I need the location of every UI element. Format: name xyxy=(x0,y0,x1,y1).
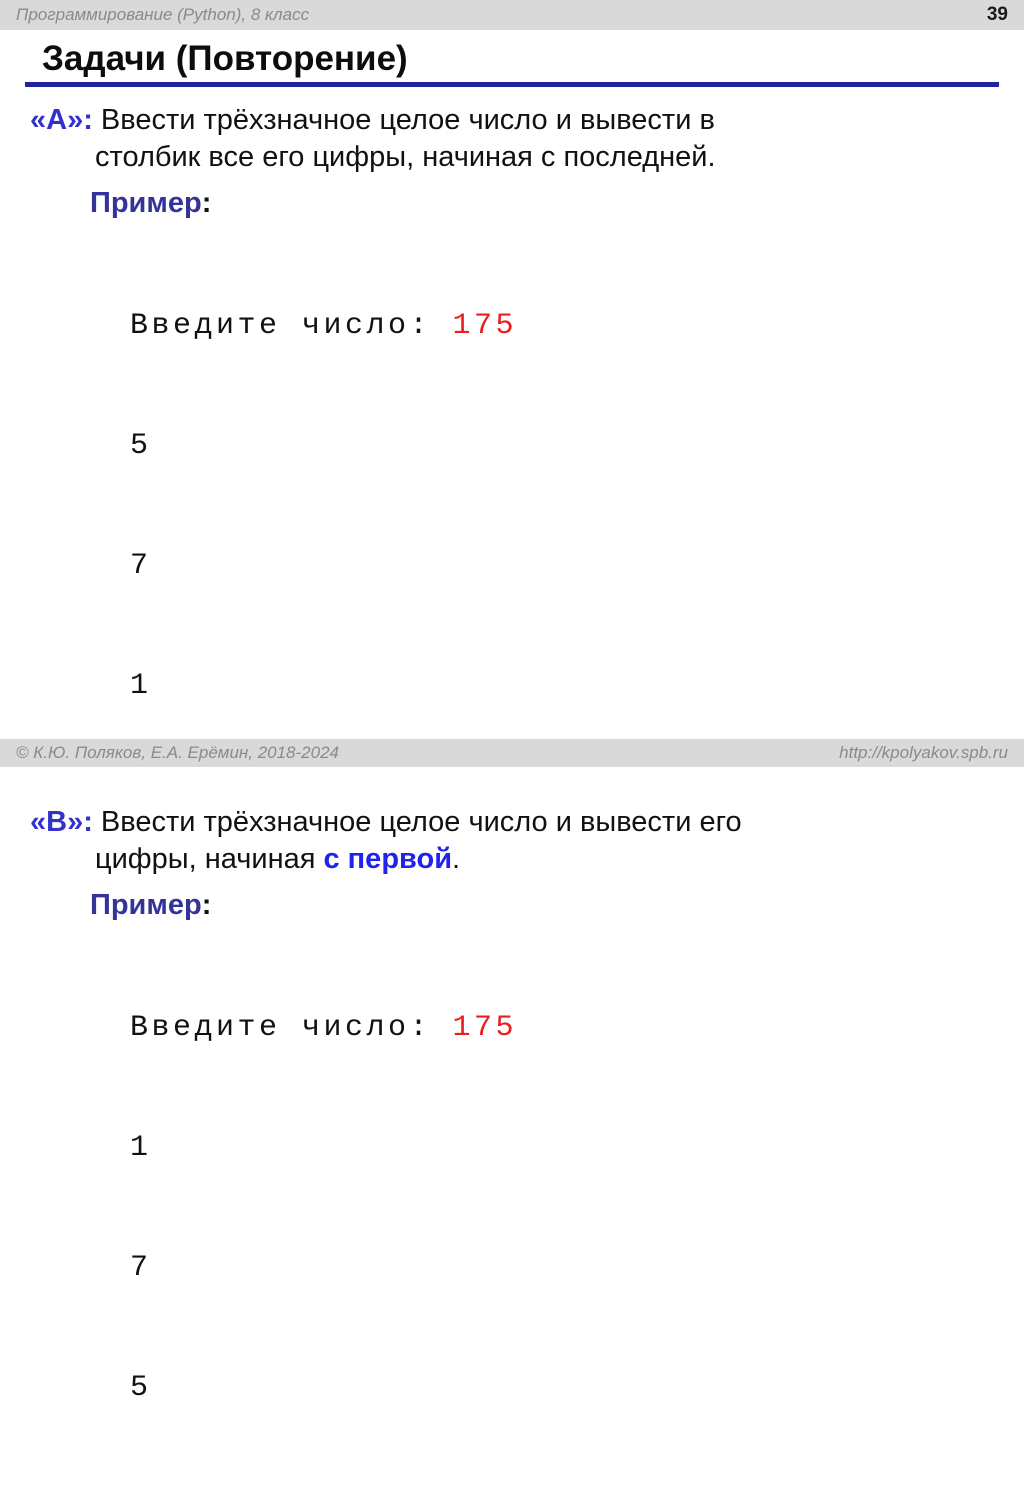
console-input-value: 175 xyxy=(452,1011,518,1045)
task-b-line-1: «B»: Ввести трёхзначное целое число и вы… xyxy=(0,804,1024,841)
copyright-text: © К.Ю. Поляков, Е.А. Ерёмин, 2018-2024 xyxy=(16,743,339,762)
task-a-text-2: столбик все его цифры, начиная с последн… xyxy=(95,141,716,173)
console-prompt: Введите число: xyxy=(130,309,453,343)
task-b-text-1: Ввести трёхзначное целое число и вывести… xyxy=(100,806,742,838)
example-colon: : xyxy=(201,889,212,921)
console-output-line: 1 xyxy=(130,1131,152,1165)
task-b-console: Введите число: 175 1 7 5 xyxy=(0,928,1024,1488)
console-output-line: 1 xyxy=(130,669,152,703)
console-output-line: 7 xyxy=(130,549,152,583)
task-a-example-heading: Пример: xyxy=(0,185,1024,222)
site-url: http://kpolyakov.spb.ru xyxy=(839,743,1008,762)
task-b-line-2: цифры, начиная с первой. xyxy=(0,841,1024,878)
example-label: Пример xyxy=(90,187,202,219)
console-output-line: 7 xyxy=(130,1251,152,1285)
task-a-console: Введите число: 175 5 7 1 xyxy=(0,226,1024,786)
console-output-line: 5 xyxy=(130,429,152,463)
task-a-section: «A»: Ввести трёхзначное целое число и вы… xyxy=(0,102,1024,786)
task-a-text-1: Ввести трёхзначное целое число и вывести… xyxy=(100,104,715,136)
task-b-example-heading: Пример: xyxy=(0,887,1024,924)
slide-title: Задачи (Повторение) xyxy=(42,39,408,78)
header-bar: Программирование (Python), 8 класс 39 xyxy=(0,0,1024,30)
console-input-value: 175 xyxy=(452,309,518,343)
title-underline xyxy=(25,82,999,87)
example-colon: : xyxy=(201,187,212,219)
task-a-line-1: «A»: Ввести трёхзначное целое число и вы… xyxy=(0,102,1024,139)
page-number: 39 xyxy=(986,4,1008,25)
task-b-text-2-end: . xyxy=(452,843,461,875)
console-prompt-line: Введите число: 175 xyxy=(130,306,1024,346)
task-b-highlight: с первой xyxy=(323,843,453,875)
task-b-section: «B»: Ввести трёхзначное целое число и вы… xyxy=(0,804,1024,1488)
task-a-label: «A»: xyxy=(30,104,93,136)
console-output-line: 5 xyxy=(130,1371,152,1405)
task-b-label: «B»: xyxy=(30,806,93,838)
console-prompt-line: Введите число: 175 xyxy=(130,1008,1024,1048)
task-a-line-2: столбик все его цифры, начиная с последн… xyxy=(0,139,1024,176)
example-label: Пример xyxy=(90,889,202,921)
console-prompt: Введите число: xyxy=(130,1011,453,1045)
footer-bar: © К.Ю. Поляков, Е.А. Ерёмин, 2018-2024 h… xyxy=(0,739,1024,767)
slide: { "header": { "course": "Программировани… xyxy=(0,0,1024,1405)
task-b-text-2: цифры, начиная xyxy=(95,843,324,875)
course-label: Программирование (Python), 8 класс xyxy=(16,5,310,24)
